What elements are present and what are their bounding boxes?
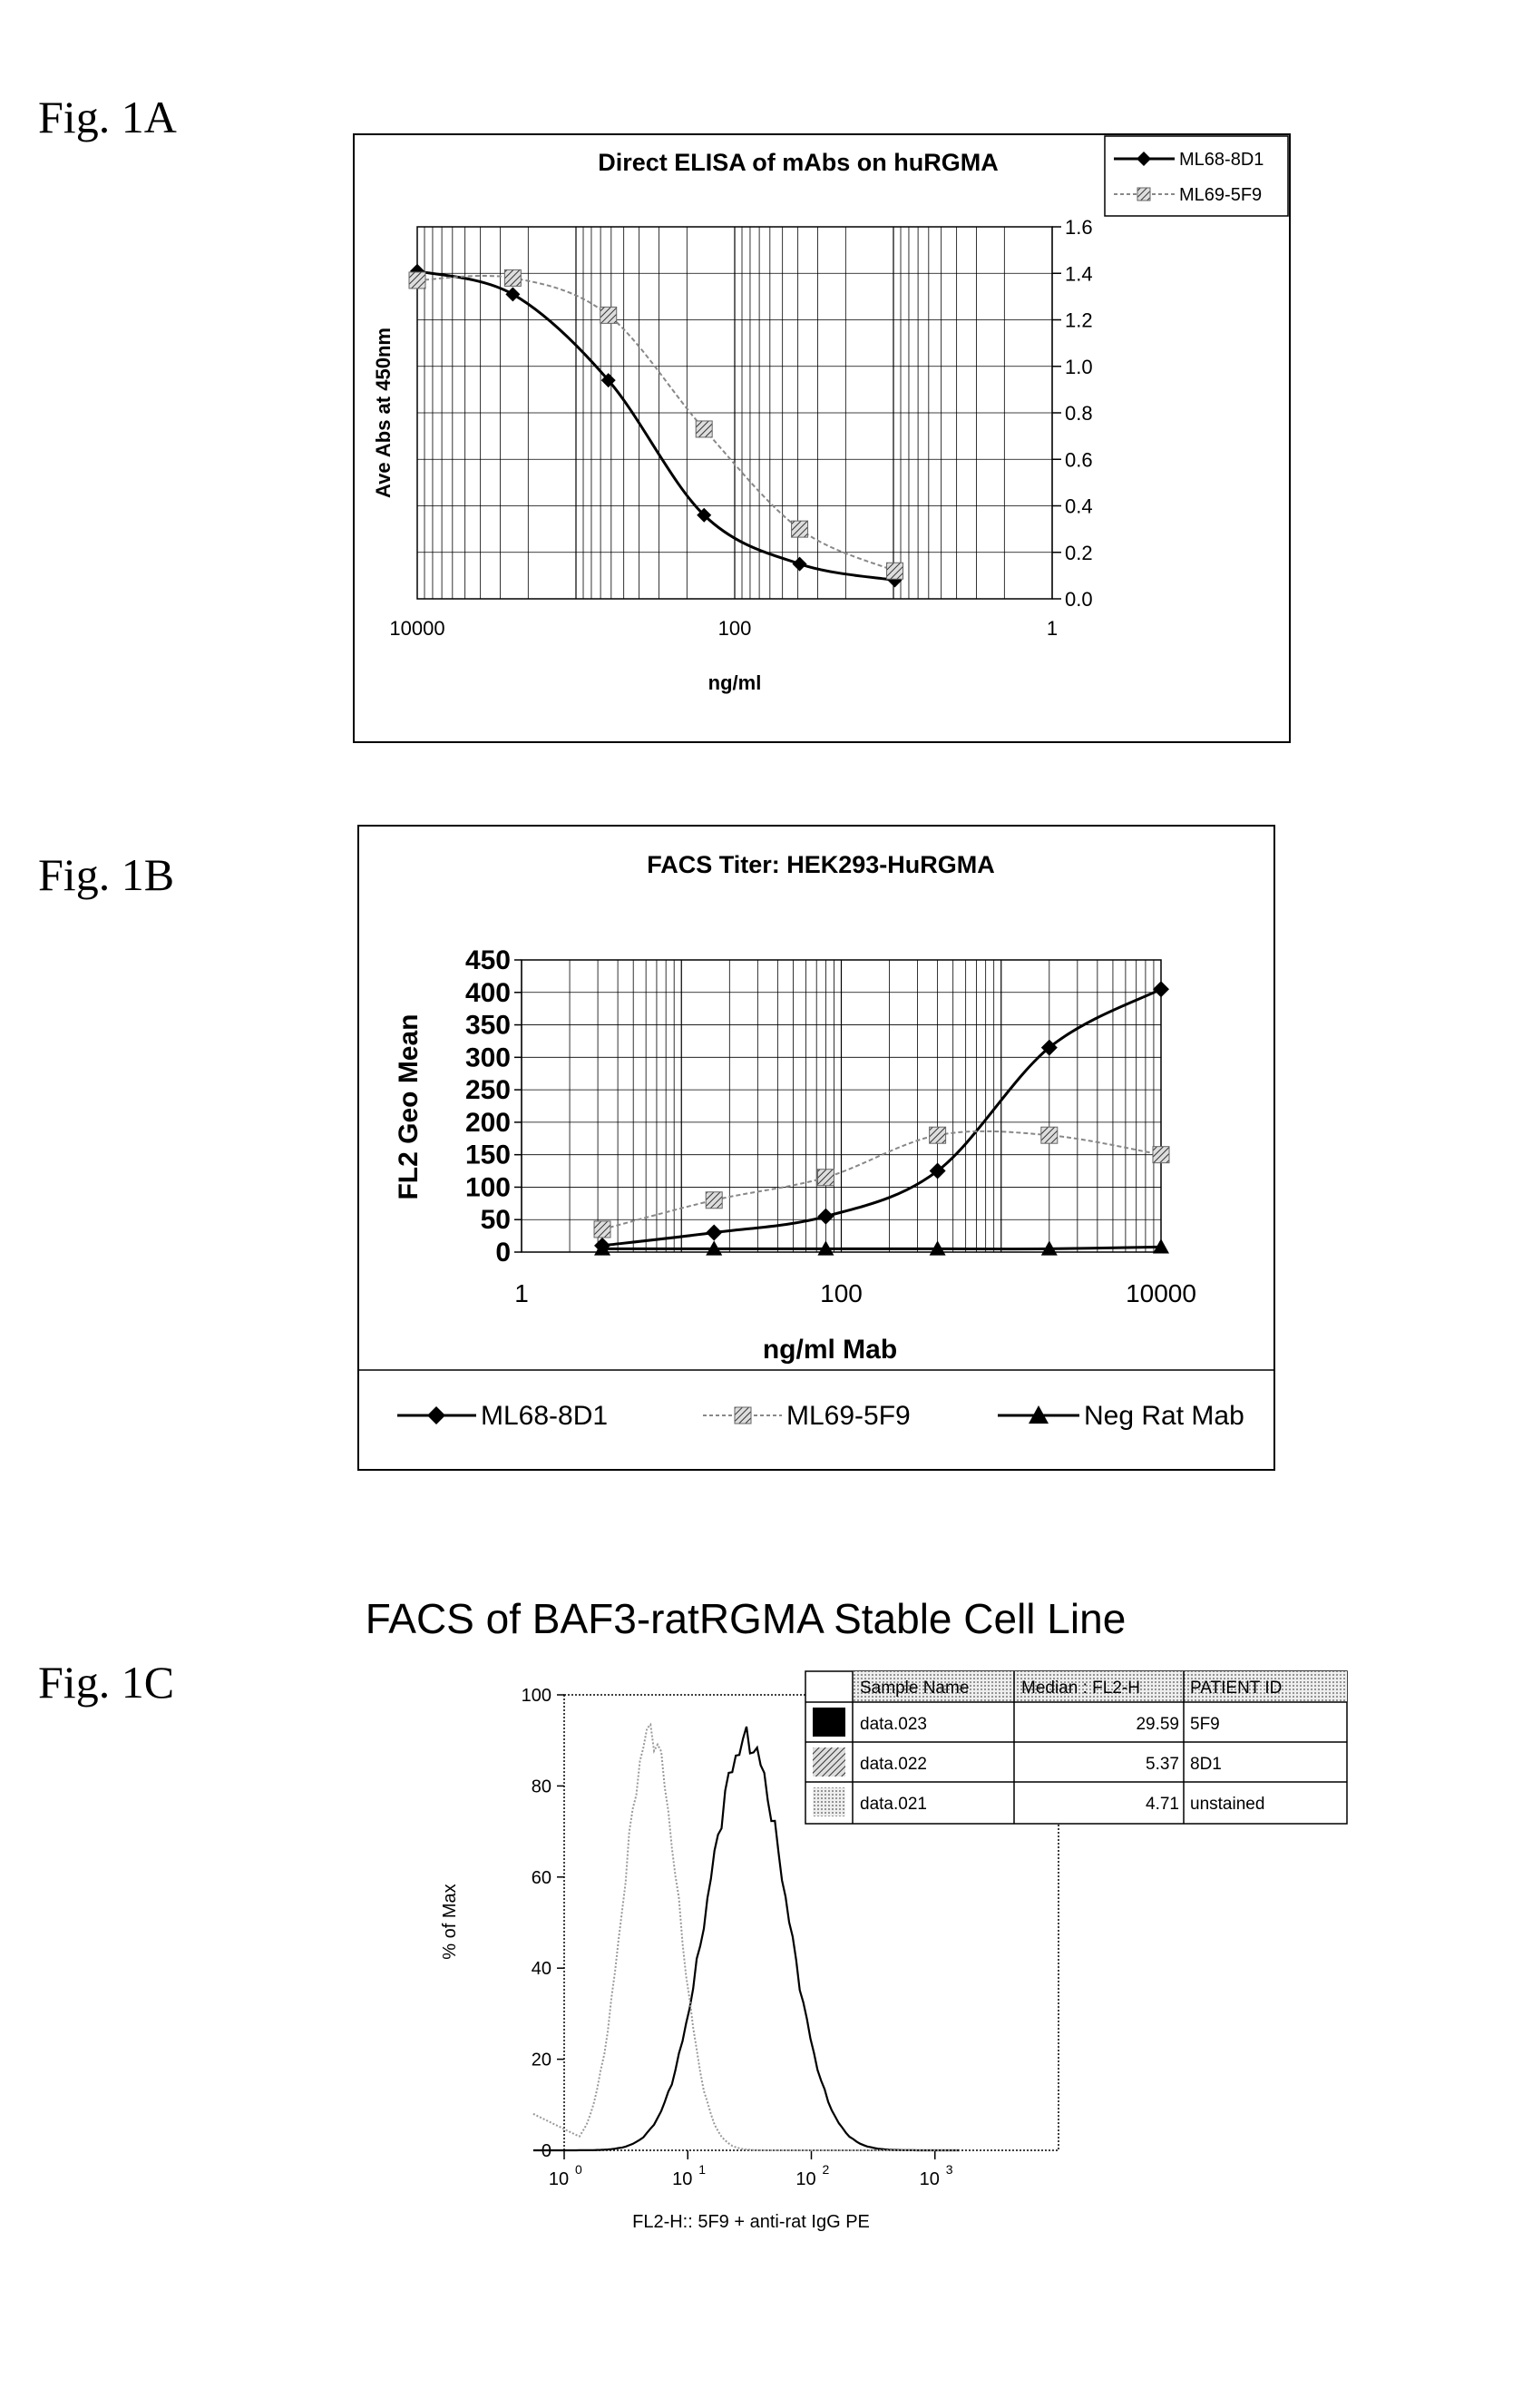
facs-histogram-x-ticks: 10 0 10 1 10 2 10 3	[549, 2150, 953, 2189]
facs-histogram-x-tick-exp: 2	[823, 2162, 830, 2177]
facs-histogram-x-tick-base: 10	[549, 2169, 569, 2189]
table-row-median: 5.37	[1146, 1755, 1179, 1774]
facs-histogram-x-axis-label: FL2-H:: 5F9 + anti-rat IgG PE	[632, 2212, 870, 2232]
table-swatch-hatched	[813, 1747, 845, 1777]
table-row-id: 8D1	[1190, 1755, 1222, 1774]
table-row-sample: data.021	[860, 1795, 927, 1814]
table-row-id: unstained	[1190, 1795, 1264, 1814]
table-header-id: PATIENT ID	[1190, 1679, 1282, 1698]
facs-histogram-y-tick-label: 100	[522, 1686, 551, 1706]
facs-histogram-x-tick-base: 10	[795, 2169, 815, 2189]
facs-histogram-y-tick-label: 60	[532, 1868, 551, 1888]
table-swatch-solid	[813, 1708, 845, 1737]
table-row-sample: data.023	[860, 1715, 927, 1734]
facs-histogram-x-tick-exp: 1	[698, 2162, 706, 2177]
facs-histogram-y-tick-label: 80	[532, 1777, 551, 1796]
facs-histogram-x-tick-base: 10	[672, 2169, 692, 2189]
table-row-id: 5F9	[1190, 1715, 1220, 1734]
facs-histogram-y-axis-label: % of Max	[440, 1884, 460, 1959]
table-row-median: 29.59	[1136, 1715, 1179, 1734]
facs-histogram-chart: FACS of BAF3-ratRGMA Stable Cell Line 0 2…	[0, 0, 1532, 2408]
table-row-sample: data.022	[860, 1755, 927, 1774]
facs-histogram-title: FACS of BAF3-ratRGMA Stable Cell Line	[366, 1595, 1127, 1642]
facs-histogram-table: Sample Name Median : FL2-H PATIENT ID da…	[805, 1671, 1347, 1824]
facs-histogram-y-ticks: 020406080100	[522, 1686, 564, 2161]
facs-histogram-x-tick-exp: 0	[575, 2162, 582, 2177]
facs-histogram-x-tick-base: 10	[920, 2169, 940, 2189]
table-row-median: 4.71	[1146, 1795, 1179, 1814]
facs-histogram-y-tick-label: 40	[532, 1959, 551, 1979]
facs-histogram-y-tick-label: 20	[532, 2051, 551, 2070]
facs-histogram-x-tick-exp: 3	[946, 2162, 953, 2177]
table-header-sample: Sample Name	[860, 1679, 969, 1698]
table-header-median: Median : FL2-H	[1021, 1679, 1140, 1698]
table-swatch-dotted	[813, 1787, 845, 1816]
